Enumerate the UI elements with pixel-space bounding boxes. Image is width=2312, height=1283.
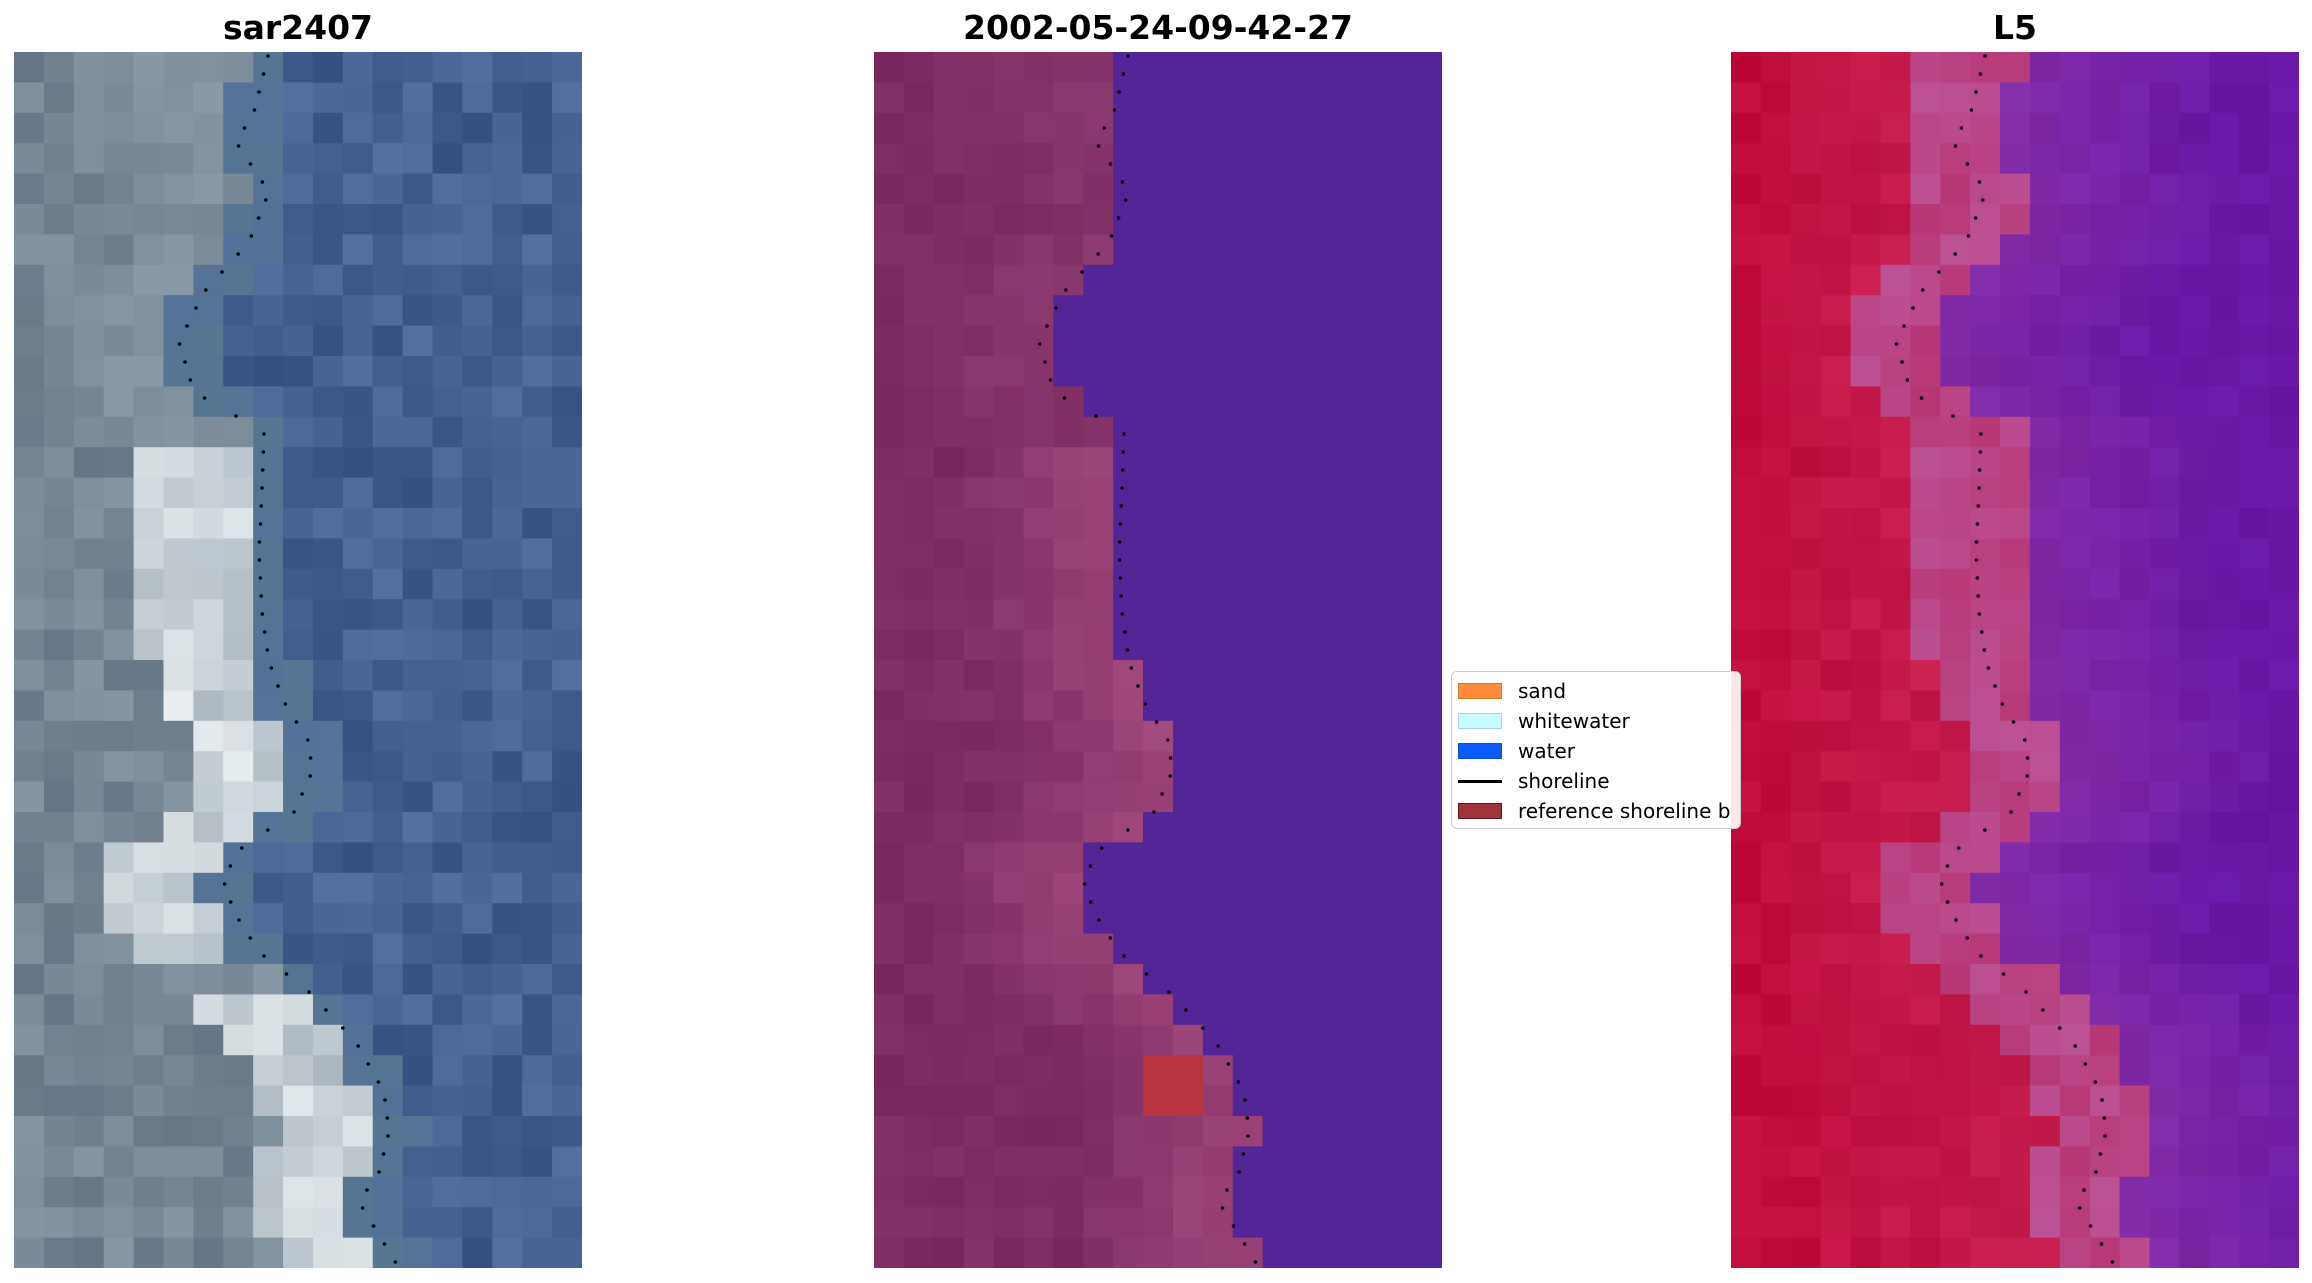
legend-item-reference-shoreline: reference shoreline b (1458, 796, 1730, 826)
legend-label: shoreline (1518, 769, 1610, 793)
legend-label: whitewater (1518, 709, 1630, 733)
legend-label: sand (1518, 679, 1567, 703)
sand-swatch-icon (1458, 683, 1502, 699)
panel-title-classification: 2002-05-24-09-42-27 (963, 8, 1353, 47)
reference-shoreline-swatch-icon (1458, 803, 1502, 819)
index-image (1731, 52, 2299, 1268)
classified-image (874, 52, 1442, 1268)
water-swatch-icon (1458, 743, 1502, 759)
legend: sand whitewater water shoreline referenc… (1451, 671, 1741, 829)
classification-panel (874, 52, 1442, 1268)
rgb-image (14, 52, 582, 1268)
panel-title-image: sar2407 (222, 8, 374, 47)
legend-item-sand: sand (1458, 676, 1566, 706)
legend-label: water (1518, 739, 1575, 763)
shoreline-line-icon (1458, 773, 1502, 789)
whitewater-swatch-icon (1458, 713, 1502, 729)
index-panel (1731, 52, 2299, 1268)
panel-title-index: L5 (1993, 8, 2037, 47)
legend-label: reference shoreline b (1518, 799, 1731, 823)
legend-item-shoreline: shoreline (1458, 766, 1610, 796)
legend-item-whitewater: whitewater (1458, 706, 1630, 736)
rgb-image-panel (14, 52, 582, 1268)
legend-item-water: water (1458, 736, 1575, 766)
